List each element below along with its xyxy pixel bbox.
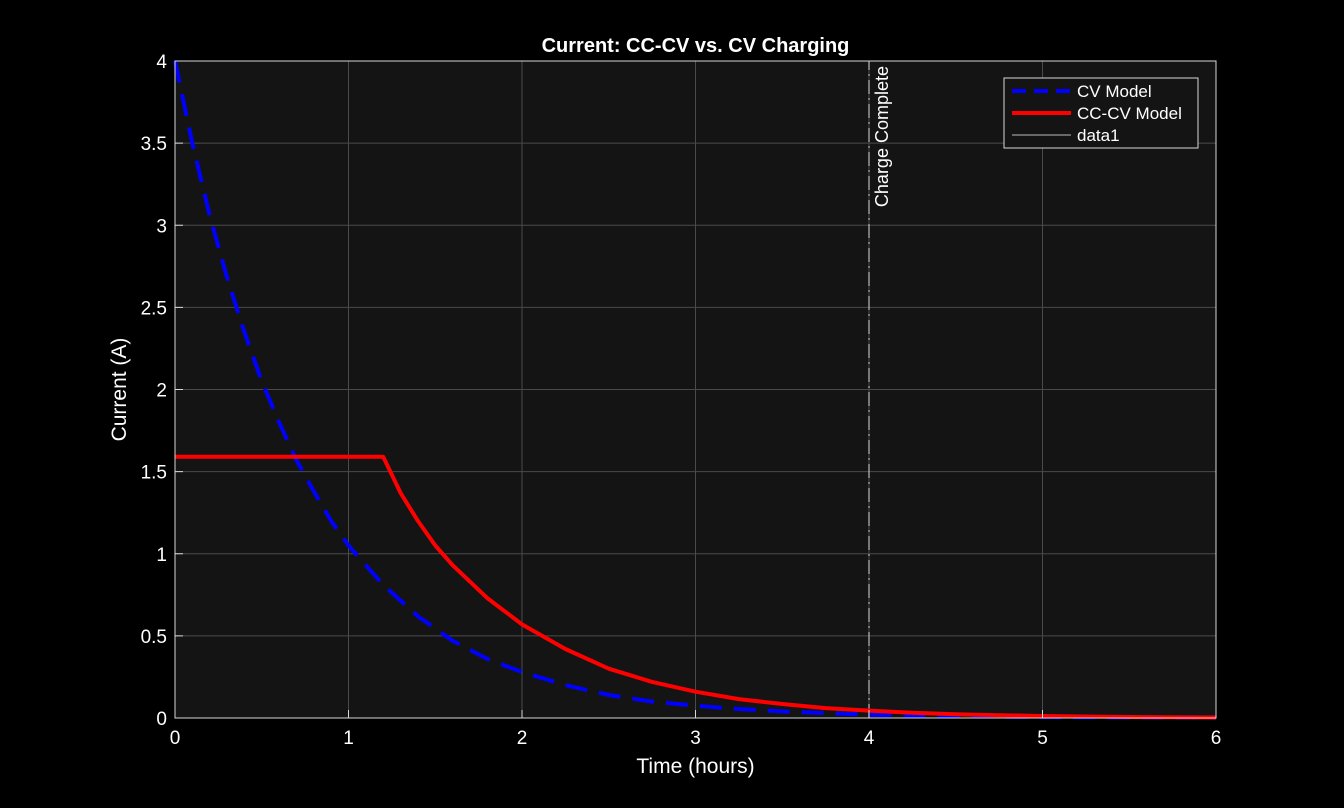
y-tick-label: 2	[156, 381, 167, 402]
x-tick-label: 2	[517, 728, 528, 749]
legend-label-cv-model: CV Model	[1077, 82, 1152, 101]
x-tick-label: 6	[1211, 728, 1222, 749]
x-tick-label: 4	[864, 728, 875, 749]
charge-complete-annotation: Charge Complete	[872, 66, 892, 207]
x-axis-label: Time (hours)	[636, 755, 754, 778]
legend: CV Model CC-CV Model data1	[1003, 77, 1199, 149]
legend-label-cc-cv-model: CC-CV Model	[1077, 104, 1182, 123]
y-tick-label: 3	[156, 216, 167, 237]
y-tick-label: 2.5	[141, 298, 167, 319]
y-tick-label: 1	[156, 545, 167, 566]
y-tick-label: 1.5	[141, 463, 167, 484]
chart-title: Current: CC-CV vs. CV Charging	[542, 35, 850, 57]
series-layer	[173, 60, 1217, 720]
y-tick-label: 0	[156, 709, 167, 730]
x-tick-label: 1	[343, 728, 354, 749]
x-tick-label: 5	[1037, 728, 1048, 749]
y-axis-label: Current (A)	[108, 338, 131, 442]
series-line-cc-cv-model	[175, 454, 1217, 720]
y-tick-label: 3.5	[141, 134, 167, 155]
y-tick-label: 4	[156, 52, 167, 73]
x-tick-label: 3	[690, 728, 701, 749]
y-tick-label: 0.5	[141, 627, 167, 648]
ticks: 0 1 2 3 4 5 6 0 0.5 1 1.5 2 2.5 3 3.5 4	[141, 52, 1222, 749]
x-tick-label: 0	[170, 728, 181, 749]
legend-label-data1: data1	[1077, 126, 1120, 145]
series-line-cv-model	[173, 60, 1217, 720]
